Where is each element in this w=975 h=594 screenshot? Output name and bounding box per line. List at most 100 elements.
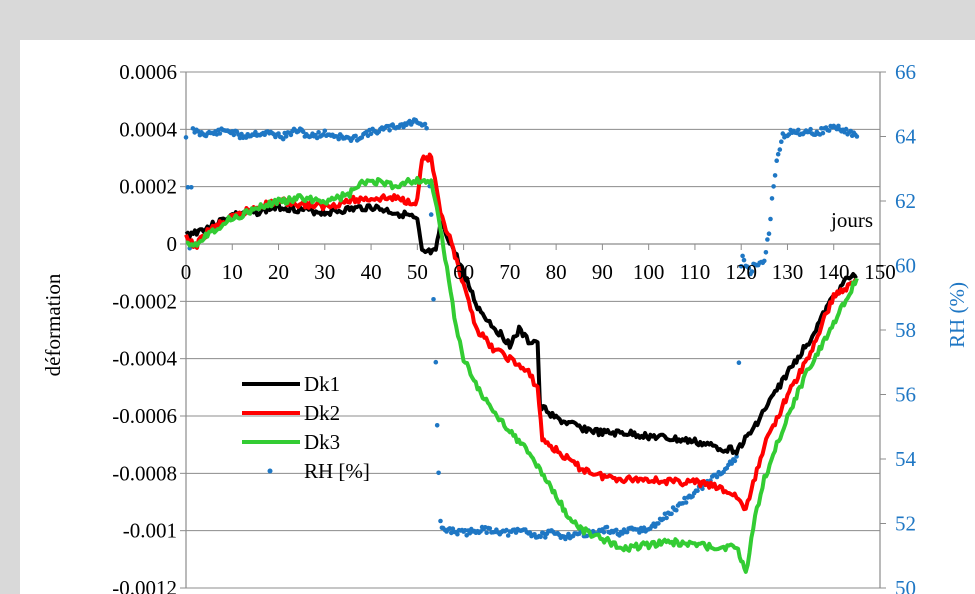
rh-point-4 <box>190 126 196 131</box>
rh-point-155 <box>424 125 429 131</box>
chart-panel: 0.0006 0.0004 0.0002 0 -0.0002 -0.0004 -0.0006… <box>20 40 975 594</box>
rh-point-193 <box>484 530 490 535</box>
xtick-label-0: 0 <box>181 260 192 284</box>
legend-label-0: Dk1 <box>304 372 340 396</box>
legend-label-1: Dk2 <box>304 401 340 425</box>
ytick-label-9: -0.0012 <box>112 576 177 594</box>
rh-point-352 <box>736 360 742 366</box>
xtick-label-12: 120 <box>725 260 757 284</box>
rh-point-3 <box>189 185 194 190</box>
rh-point-421 <box>843 126 849 132</box>
rh-point-371 <box>766 231 772 236</box>
ytick-label-7: -0.0008 <box>112 461 177 485</box>
ytick-label-6: -0.0006 <box>112 404 177 428</box>
rh-point-314 <box>674 507 679 513</box>
rh-point-379 <box>779 139 784 144</box>
rh-point-270 <box>604 524 610 530</box>
rh-point-227 <box>538 534 543 540</box>
y2tick-label-1: 64 <box>895 125 917 149</box>
rh-point-416 <box>836 123 841 129</box>
rh-point-276 <box>614 527 619 533</box>
y2tick-label-4: 58 <box>895 318 916 342</box>
xtick-label-14: 140 <box>818 260 850 284</box>
rh-point-35 <box>239 131 244 137</box>
rh-point-0 <box>183 135 189 140</box>
rh-point-67 <box>288 132 294 138</box>
ytick-label-3: 0 <box>167 232 178 256</box>
y2-axis-label: RH (%) <box>945 282 969 348</box>
legend: Dk1 Dk2 Dk3 RH [%] <box>242 372 370 483</box>
rh-point-390 <box>796 127 801 133</box>
xtick-label-10: 100 <box>633 260 665 284</box>
legend-label-3: RH [%] <box>304 459 370 483</box>
rh-point-30 <box>231 132 237 138</box>
xtick-label-9: 90 <box>592 260 613 284</box>
series-dk2 <box>184 152 858 512</box>
rh-point-350 <box>732 458 738 464</box>
x-axis-ticks: 0 10 20 30 40 50 60 70 80 90 100 110 120 130 140 150 <box>181 244 896 284</box>
ytick-label-0: 0.0006 <box>119 60 177 84</box>
xtick-label-15: 150 <box>864 260 896 284</box>
rh-point-119 <box>368 131 374 137</box>
rh-point-211 <box>513 530 519 535</box>
rh-point-1 <box>185 185 191 190</box>
xtick-label-13: 130 <box>772 260 804 284</box>
ytick-label-5: -0.0004 <box>112 347 177 371</box>
y-axis-label: déformation <box>41 273 65 376</box>
ytick-label-8: -0.001 <box>123 519 177 543</box>
series-layer <box>183 117 860 574</box>
xtick-label-2: 20 <box>268 260 289 284</box>
ytick-label-1: 0.0004 <box>119 117 177 141</box>
rh-point-320 <box>683 500 689 505</box>
y2tick-label-2: 62 <box>895 189 916 213</box>
rh-point-44 <box>253 129 258 135</box>
rh-point-351 <box>734 454 739 459</box>
rh-point-245 <box>566 531 571 537</box>
rh-point-220 <box>527 530 533 535</box>
rh-point-373 <box>769 196 775 201</box>
xtick-label-6: 60 <box>453 260 474 284</box>
rh-point-368 <box>762 258 767 264</box>
xtick-label-1: 10 <box>222 260 243 284</box>
rh-point-311 <box>669 511 674 517</box>
rh-point-355 <box>741 257 747 263</box>
rh-point-303 <box>656 521 661 526</box>
rh-point-161 <box>434 423 440 428</box>
rh-point-348 <box>729 461 734 466</box>
deformation-rh-chart: 0.00060.00040.00020-0.0002-0.0004-0.0006… <box>41 60 969 594</box>
rh-point-160 <box>433 359 439 365</box>
series-dk1 <box>184 201 858 456</box>
y2tick-label-3: 60 <box>895 254 916 278</box>
rh-point-308 <box>664 515 669 521</box>
rh-point-131 <box>387 128 392 133</box>
legend-label-2: Dk3 <box>304 430 340 454</box>
rh-point-354 <box>740 253 745 259</box>
rh-point-339 <box>714 474 720 480</box>
rh-point-376 <box>774 158 779 163</box>
rh-point-358 <box>746 265 752 271</box>
right-axis-ticks: 66 64 62 60 58 56 54 52 50 <box>880 60 917 594</box>
rh-point-406 <box>820 130 826 136</box>
rh-point-372 <box>768 216 773 222</box>
rh-point-75 <box>300 129 306 135</box>
y2tick-label-8: 50 <box>895 576 916 594</box>
rh-point-154 <box>422 121 428 127</box>
rh-point-377 <box>775 151 781 157</box>
series-dk3 <box>185 176 859 574</box>
y2tick-label-5: 56 <box>895 383 916 407</box>
rh-point-62 <box>280 136 286 142</box>
rh-point-98 <box>336 136 342 142</box>
rh-point-360 <box>749 269 755 274</box>
rh-point-206 <box>505 533 511 538</box>
xtick-label-4: 40 <box>361 260 382 284</box>
ytick-label-2: 0.0002 <box>119 175 177 199</box>
rh-point-428 <box>854 134 860 139</box>
xtick-label-11: 110 <box>680 260 711 284</box>
xtick-label-7: 70 <box>499 260 520 284</box>
legend-marker-rh <box>267 468 273 474</box>
rh-point-21 <box>217 131 223 136</box>
rh-point-374 <box>771 184 776 189</box>
y2tick-label-6: 54 <box>895 447 917 471</box>
rh-point-410 <box>826 128 832 133</box>
grid-lines <box>186 71 880 589</box>
